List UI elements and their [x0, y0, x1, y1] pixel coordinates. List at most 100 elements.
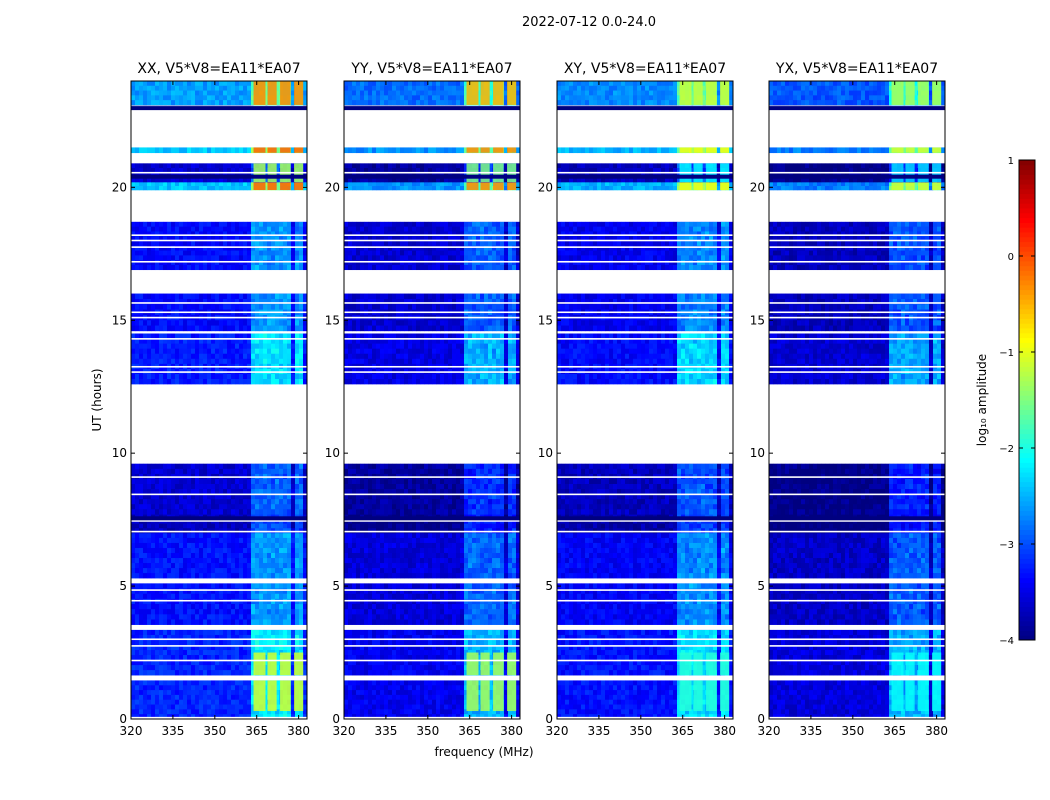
- data-pixel: [139, 504, 144, 510]
- data-pixel: [436, 650, 441, 656]
- data-pixel: [299, 304, 304, 310]
- data-pixel: [404, 609, 409, 615]
- data-pixel: [456, 639, 461, 646]
- data-pixel: [287, 639, 292, 646]
- data-pixel: [384, 593, 389, 600]
- data-pixel: [187, 634, 192, 641]
- data-pixel: [199, 694, 204, 701]
- data-pixel: [416, 639, 421, 646]
- data-pixel: [291, 504, 296, 510]
- data-pixel: [275, 619, 280, 625]
- data-pixel: [251, 348, 256, 355]
- data-pixel: [187, 680, 192, 686]
- data-pixel: [183, 358, 188, 365]
- data-pixel: [287, 573, 292, 579]
- data-pixel: [259, 231, 264, 237]
- data-pixel: [424, 709, 429, 715]
- data-pixel: [135, 714, 140, 720]
- rfi-patch: [480, 680, 490, 712]
- data-pixel: [283, 231, 288, 237]
- data-pixel: [215, 704, 220, 710]
- data-pixel: [356, 634, 361, 641]
- data-pixel: [247, 509, 252, 515]
- data-pixel: [251, 609, 256, 615]
- data-pixel: [488, 670, 493, 676]
- data-pixel: [219, 494, 224, 500]
- data-pixel: [191, 499, 196, 505]
- data-pixel: [295, 614, 300, 620]
- data-pixel: [476, 588, 481, 595]
- data-pixel: [295, 573, 300, 579]
- data-pixel: [211, 320, 216, 326]
- data-pixel: [215, 553, 220, 559]
- data-pixel: [215, 293, 220, 300]
- data-pixel: [287, 236, 292, 242]
- data-pixel: [159, 378, 164, 385]
- data-pixel: [151, 163, 156, 169]
- data-pixel: [187, 685, 192, 691]
- data-pixel: [203, 593, 208, 600]
- data-pixel: [235, 90, 240, 96]
- data-pixel: [179, 95, 184, 101]
- data-pixel: [512, 714, 517, 720]
- data-pixel: [175, 81, 180, 87]
- data-pixel: [163, 260, 168, 266]
- data-pixel: [247, 182, 252, 187]
- data-pixel: [452, 699, 457, 705]
- data-pixel: [448, 639, 453, 646]
- data-pixel: [191, 494, 196, 500]
- data-pixel: [135, 304, 140, 310]
- data-pixel: [283, 598, 288, 605]
- data-pixel: [400, 660, 405, 666]
- data-pixel: [207, 264, 212, 271]
- data-pixel: [143, 665, 148, 671]
- data-pixel: [372, 709, 377, 715]
- data-pixel: [139, 264, 144, 271]
- data-pixel: [223, 489, 228, 495]
- data-pixel: [251, 304, 256, 310]
- data-pixel: [179, 573, 184, 579]
- data-pixel: [516, 598, 521, 605]
- data-pixel: [299, 260, 304, 266]
- data-pixel: [163, 353, 168, 360]
- data-pixel: [291, 704, 296, 710]
- data-pixel: [223, 304, 228, 310]
- data-pixel: [167, 182, 172, 187]
- data-pixel: [199, 260, 204, 266]
- data-pixel: [348, 604, 353, 610]
- data-pixel: [147, 629, 152, 636]
- data-pixel: [155, 604, 160, 610]
- x-tick-label: 380: [287, 724, 310, 738]
- data-pixel: [440, 670, 445, 676]
- data-pixel: [291, 685, 296, 691]
- data-pixel: [247, 645, 252, 651]
- data-pixel: [496, 639, 501, 646]
- data-pixel: [243, 343, 248, 349]
- data-pixel: [171, 680, 176, 686]
- data-pixel: [143, 709, 148, 715]
- data-pixel: [219, 343, 224, 349]
- data-pixel: [207, 90, 212, 96]
- data-pixel: [207, 537, 212, 544]
- data-pixel: [167, 670, 172, 676]
- data-pixel: [151, 655, 156, 661]
- data-pixel: [291, 609, 296, 615]
- data-pixel: [344, 639, 349, 646]
- data-pixel: [291, 333, 296, 339]
- data-pixel: [135, 588, 140, 595]
- data-pixel: [163, 709, 168, 715]
- data-pixel: [404, 665, 409, 671]
- data-pixel: [279, 573, 284, 579]
- data-pixel: [239, 250, 244, 256]
- data-pixel: [207, 353, 212, 360]
- data-pixel: [275, 373, 280, 380]
- data-pixel: [207, 293, 212, 300]
- data-pixel: [155, 558, 160, 564]
- data-pixel: [508, 714, 513, 720]
- data-pixel: [183, 528, 188, 534]
- data-pixel: [155, 298, 160, 305]
- data-pixel: [255, 537, 260, 544]
- data-pixel: [143, 690, 148, 696]
- data-pixel: [175, 241, 180, 247]
- data-pixel: [219, 325, 224, 332]
